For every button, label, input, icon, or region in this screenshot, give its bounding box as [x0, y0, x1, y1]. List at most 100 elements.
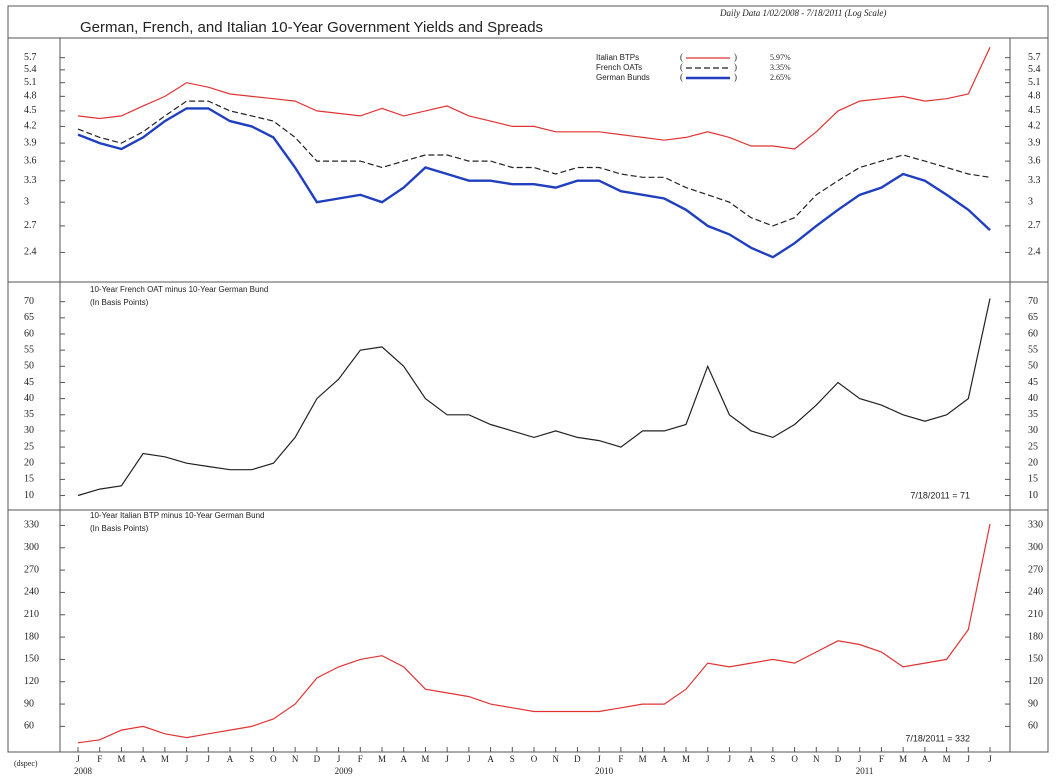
x-tick-label: D [314, 754, 321, 764]
x-tick-label: M [639, 754, 647, 764]
legend-label: German Bunds [596, 73, 650, 82]
x-tick-label: M [682, 754, 690, 764]
legend-label: French OATs [596, 63, 642, 72]
annotation: 10-Year French OAT minus 10-Year German … [90, 285, 268, 294]
y-tick-label: 70 [24, 296, 34, 307]
y2-tick-label: 180 [1028, 631, 1043, 642]
x-tick-label: J [728, 754, 732, 764]
x-tick-label: M [117, 754, 125, 764]
y-tick-label: 270 [24, 564, 39, 575]
y-tick-label: 5.4 [24, 64, 37, 75]
y-tick-label: 2.4 [24, 247, 37, 258]
y-tick-label: 3 [24, 196, 29, 207]
y-tick-label: 40 [24, 393, 34, 404]
y-tick-label: 20 [24, 458, 34, 469]
legend-paren: ( [680, 52, 683, 62]
y2-tick-label: 330 [1028, 520, 1043, 531]
x-tick-label: F [879, 754, 884, 764]
y2-tick-label: 4.8 [1028, 91, 1041, 102]
y2-tick-label: 70 [1028, 296, 1038, 307]
y-tick-label: 45 [24, 377, 34, 388]
y2-tick-label: 3.6 [1028, 155, 1041, 166]
y-tick-label: 60 [24, 328, 34, 339]
y2-tick-label: 5.7 [1028, 52, 1041, 63]
annotation: 10-Year Italian BTP minus 10-Year German… [90, 511, 264, 520]
legend-paren: ( [680, 72, 683, 82]
y-tick-label: 240 [24, 587, 39, 598]
y2-tick-label: 3.3 [1028, 175, 1041, 186]
x-tick-label: O [531, 754, 538, 764]
y2-tick-label: 4.2 [1028, 121, 1041, 132]
y2-tick-label: 35 [1028, 409, 1038, 420]
x-tick-label: A [400, 754, 407, 764]
x-tick-label: N [813, 754, 820, 764]
y2-tick-label: 10 [1028, 490, 1038, 501]
x-tick-label: J [597, 754, 601, 764]
annotation: (In Basis Points) [90, 524, 149, 533]
y-tick-label: 2.7 [24, 220, 37, 231]
last-value-note: 7/18/2011 = 332 [905, 733, 970, 743]
x-tick-label: J [967, 754, 971, 764]
y2-tick-label: 60 [1028, 721, 1038, 732]
legend-label: Italian BTPs [596, 53, 639, 62]
y-tick-label: 5.1 [24, 77, 37, 88]
series-line [77, 46, 991, 150]
source-label: (dspec) [14, 759, 38, 768]
last-value-note: 7/18/2011 = 71 [910, 490, 970, 500]
y-tick-label: 50 [24, 361, 34, 372]
y2-tick-label: 270 [1028, 564, 1043, 575]
series-line [77, 298, 991, 497]
y-tick-label: 300 [24, 542, 39, 553]
y2-tick-label: 210 [1028, 609, 1043, 620]
y-tick-label: 90 [24, 698, 34, 709]
x-tick-label: D [574, 754, 581, 764]
legend-paren: ) [734, 62, 737, 72]
x-tick-label: A [140, 754, 147, 764]
y2-tick-label: 4.5 [1028, 105, 1041, 116]
annotation: (In Basis Points) [90, 298, 149, 307]
x-tick-label: N [292, 754, 299, 764]
y2-tick-label: 150 [1028, 654, 1043, 665]
y-tick-label: 65 [24, 312, 34, 323]
y2-tick-label: 45 [1028, 377, 1038, 388]
legend-paren: ) [734, 72, 737, 82]
x-tick-label: N [552, 754, 559, 764]
x-tick-label: S [510, 754, 515, 764]
x-tick-label: S [249, 754, 254, 764]
y-tick-label: 180 [24, 631, 39, 642]
x-tick-label: J [445, 754, 449, 764]
legend-paren: ) [734, 52, 737, 62]
y2-tick-label: 300 [1028, 542, 1043, 553]
y2-tick-label: 25 [1028, 441, 1038, 452]
x-tick-label: F [358, 754, 363, 764]
y2-tick-label: 5.1 [1028, 77, 1041, 88]
x-tick-label: J [207, 754, 211, 764]
y-tick-label: 30 [24, 425, 34, 436]
y-tick-label: 5.7 [24, 52, 37, 63]
y2-tick-label: 20 [1028, 458, 1038, 469]
y2-tick-label: 2.7 [1028, 220, 1041, 231]
y2-tick-label: 2.4 [1028, 247, 1041, 258]
year-label: 2010 [595, 766, 614, 776]
x-tick-label: J [988, 754, 992, 764]
year-label: 2008 [74, 766, 93, 776]
y-tick-label: 25 [24, 441, 34, 452]
y-tick-label: 15 [24, 474, 34, 485]
y-tick-label: 150 [24, 654, 39, 665]
x-tick-label: F [618, 754, 623, 764]
x-tick-label: M [161, 754, 169, 764]
year-label: 2011 [856, 766, 874, 776]
y2-tick-label: 3 [1028, 196, 1033, 207]
x-tick-label: A [748, 754, 755, 764]
legend-value: 3.35% [770, 63, 791, 72]
x-tick-label: A [661, 754, 668, 764]
y2-tick-label: 5.4 [1028, 64, 1041, 75]
x-tick-label: J [76, 754, 80, 764]
y-tick-label: 4.2 [24, 121, 37, 132]
x-tick-label: M [943, 754, 951, 764]
y2-tick-label: 60 [1028, 328, 1038, 339]
y-tick-label: 35 [24, 409, 34, 420]
legend-paren: ( [680, 62, 683, 72]
y-tick-label: 210 [24, 609, 39, 620]
x-tick-label: M [421, 754, 429, 764]
